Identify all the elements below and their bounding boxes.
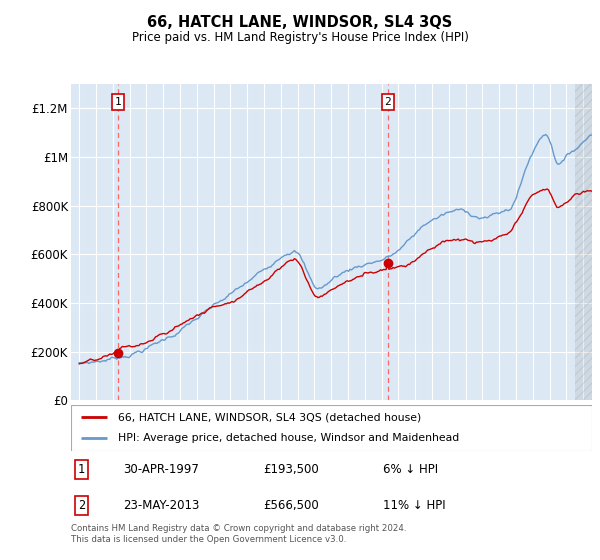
Text: £193,500: £193,500 xyxy=(263,463,319,476)
Text: 6% ↓ HPI: 6% ↓ HPI xyxy=(383,463,439,476)
Text: 30-APR-1997: 30-APR-1997 xyxy=(123,463,199,476)
Text: 1: 1 xyxy=(77,463,85,476)
Text: HPI: Average price, detached house, Windsor and Maidenhead: HPI: Average price, detached house, Wind… xyxy=(118,433,459,444)
Text: 11% ↓ HPI: 11% ↓ HPI xyxy=(383,498,446,512)
Text: Contains HM Land Registry data © Crown copyright and database right 2024.
This d: Contains HM Land Registry data © Crown c… xyxy=(71,524,406,544)
FancyBboxPatch shape xyxy=(71,405,592,451)
Text: 2: 2 xyxy=(385,97,391,108)
Text: 1: 1 xyxy=(115,97,122,108)
Text: 66, HATCH LANE, WINDSOR, SL4 3QS: 66, HATCH LANE, WINDSOR, SL4 3QS xyxy=(148,15,452,30)
Text: 66, HATCH LANE, WINDSOR, SL4 3QS (detached house): 66, HATCH LANE, WINDSOR, SL4 3QS (detach… xyxy=(118,412,421,422)
Text: Price paid vs. HM Land Registry's House Price Index (HPI): Price paid vs. HM Land Registry's House … xyxy=(131,31,469,44)
Text: 2: 2 xyxy=(77,498,85,512)
Text: 23-MAY-2013: 23-MAY-2013 xyxy=(123,498,199,512)
Text: £566,500: £566,500 xyxy=(263,498,319,512)
